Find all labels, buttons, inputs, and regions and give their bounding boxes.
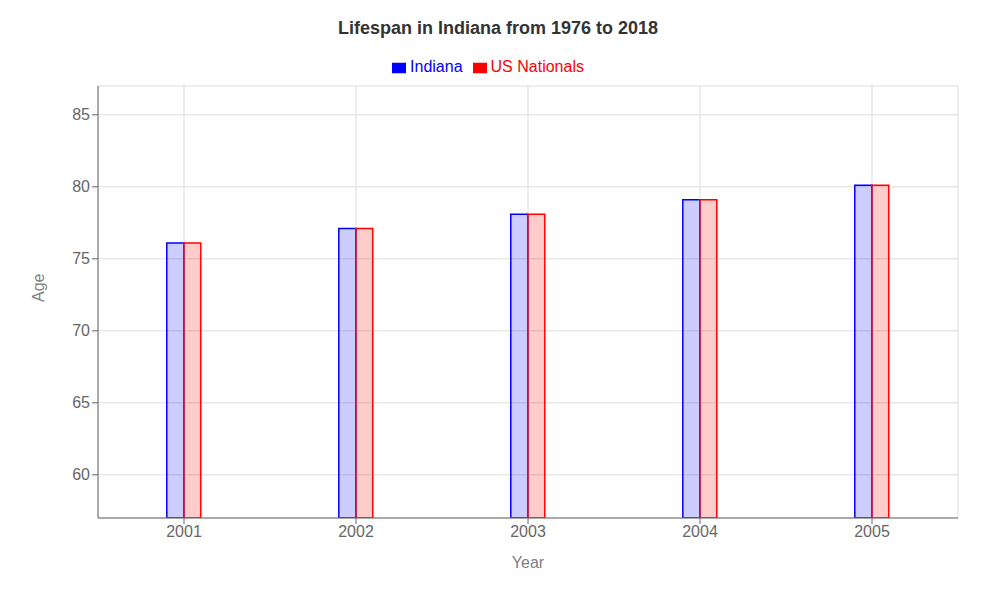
svg-text:60: 60: [72, 466, 90, 483]
svg-text:2004: 2004: [682, 523, 718, 540]
svg-text:2001: 2001: [166, 523, 202, 540]
html-text:Indiana: Indiana: [410, 58, 463, 75]
svg-text:Age: Age: [30, 273, 47, 302]
svg-text:65: 65: [72, 394, 90, 411]
html-text:Lifespan in Indiana from 1976: Lifespan in Indiana from 1976 to 2018: [337, 18, 658, 38]
svg-text:2005: 2005: [854, 523, 890, 540]
html-text:US Nationals: US Nationals: [490, 58, 584, 75]
svg-text:Year: Year: [512, 554, 545, 571]
svg-text:75: 75: [72, 250, 90, 267]
svg-text:2003: 2003: [510, 523, 546, 540]
svg-text:2002: 2002: [338, 523, 374, 540]
svg-text:85: 85: [72, 106, 90, 123]
svg-text:80: 80: [72, 178, 90, 195]
svg-text:70: 70: [72, 322, 90, 339]
